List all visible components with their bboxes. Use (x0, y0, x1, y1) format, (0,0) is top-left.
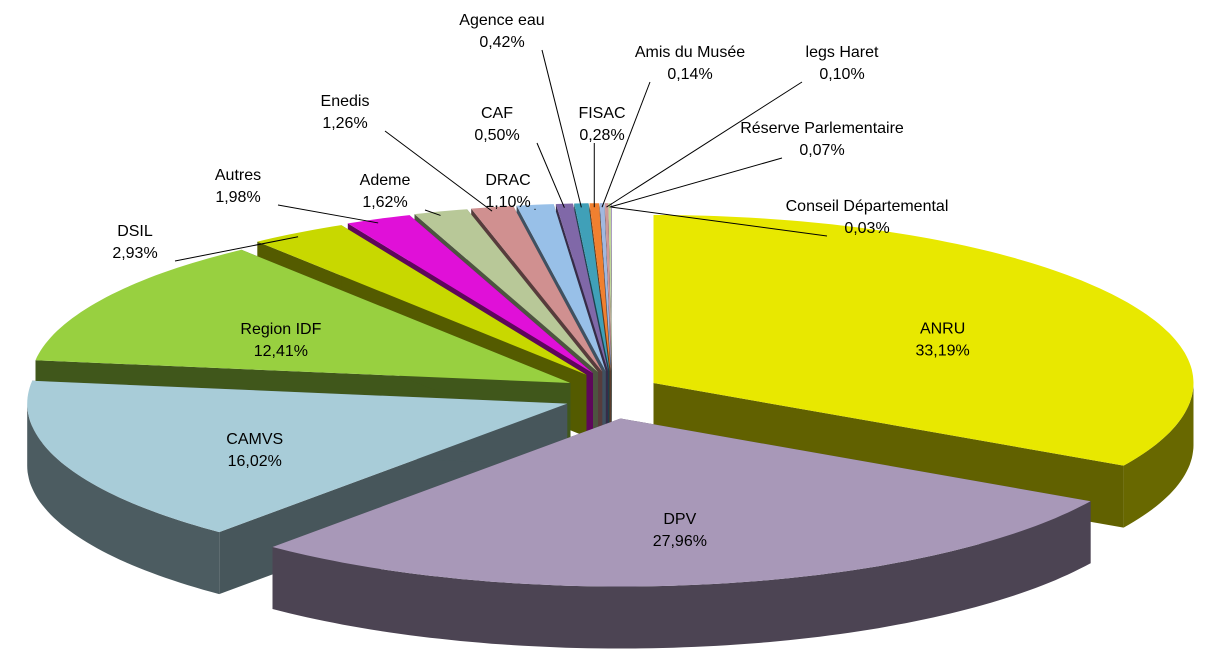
slice-top (516, 204, 606, 372)
value-label: 2,93% (112, 245, 157, 262)
value-label: 1,10% (485, 194, 530, 211)
slice-wall (1123, 383, 1194, 528)
value-label: 0,10% (819, 66, 864, 83)
category-label: Amis du Musée (635, 44, 745, 61)
leader-line (174, 236, 299, 262)
category-label: DPV (663, 511, 696, 528)
category-label: Conseil Départemental (786, 198, 949, 215)
category-label: DRAC (485, 172, 530, 189)
category-label: Réserve Parlementaire (740, 120, 904, 137)
value-label: 1,26% (322, 115, 367, 132)
slice-top (272, 418, 1091, 587)
leader-line (611, 206, 828, 237)
leader-line (609, 157, 783, 208)
value-label: 0,03% (844, 220, 889, 237)
leader-line (384, 130, 493, 212)
slice-top (599, 203, 612, 372)
category-label: Enedis (321, 93, 370, 110)
slice-top (27, 380, 568, 533)
slice-top (608, 203, 612, 372)
category-label: legs Haret (806, 44, 879, 61)
category-label: ANRU (920, 321, 965, 338)
value-label: 0,28% (579, 127, 624, 144)
category-label: DSIL (117, 223, 153, 240)
slice-wall (27, 403, 220, 595)
category-label: CAF (481, 105, 513, 122)
slice-top (574, 203, 610, 372)
slice-top (589, 203, 611, 372)
value-label: 0,42% (479, 34, 524, 51)
slice-top (555, 203, 609, 372)
leader-line (606, 81, 803, 208)
slice-top (610, 203, 612, 372)
category-label: Region IDF (240, 321, 321, 338)
leader-line (601, 81, 651, 208)
value-label: 12,41% (254, 343, 308, 360)
slice-top (604, 203, 612, 372)
slice (272, 418, 1091, 649)
leader-line (536, 142, 565, 208)
category-label: Ademe (360, 172, 411, 189)
slice-top (653, 215, 1194, 466)
value-label: 33,19% (915, 343, 969, 360)
leader-line (424, 209, 441, 216)
slice-top (471, 205, 603, 372)
value-label: 1,62% (362, 194, 407, 211)
slice-top (257, 225, 587, 375)
value-label: 27,96% (653, 533, 707, 550)
category-label: FISAC (578, 105, 625, 122)
slice-top (35, 249, 571, 383)
value-label: 16,02% (228, 453, 282, 470)
category-label: CAMVS (226, 431, 283, 448)
leader-line (541, 49, 582, 208)
value-label: 0,14% (667, 66, 712, 83)
leader-line (277, 204, 379, 224)
value-label: 0,07% (799, 142, 844, 159)
category-label: Autres (215, 167, 261, 184)
slice-top (414, 209, 598, 373)
value-label: 0,50% (474, 127, 519, 144)
category-label: Agence eau (459, 12, 544, 29)
slice-top (347, 215, 593, 374)
value-label: 1,98% (215, 189, 260, 206)
slice-wall (272, 501, 1091, 649)
